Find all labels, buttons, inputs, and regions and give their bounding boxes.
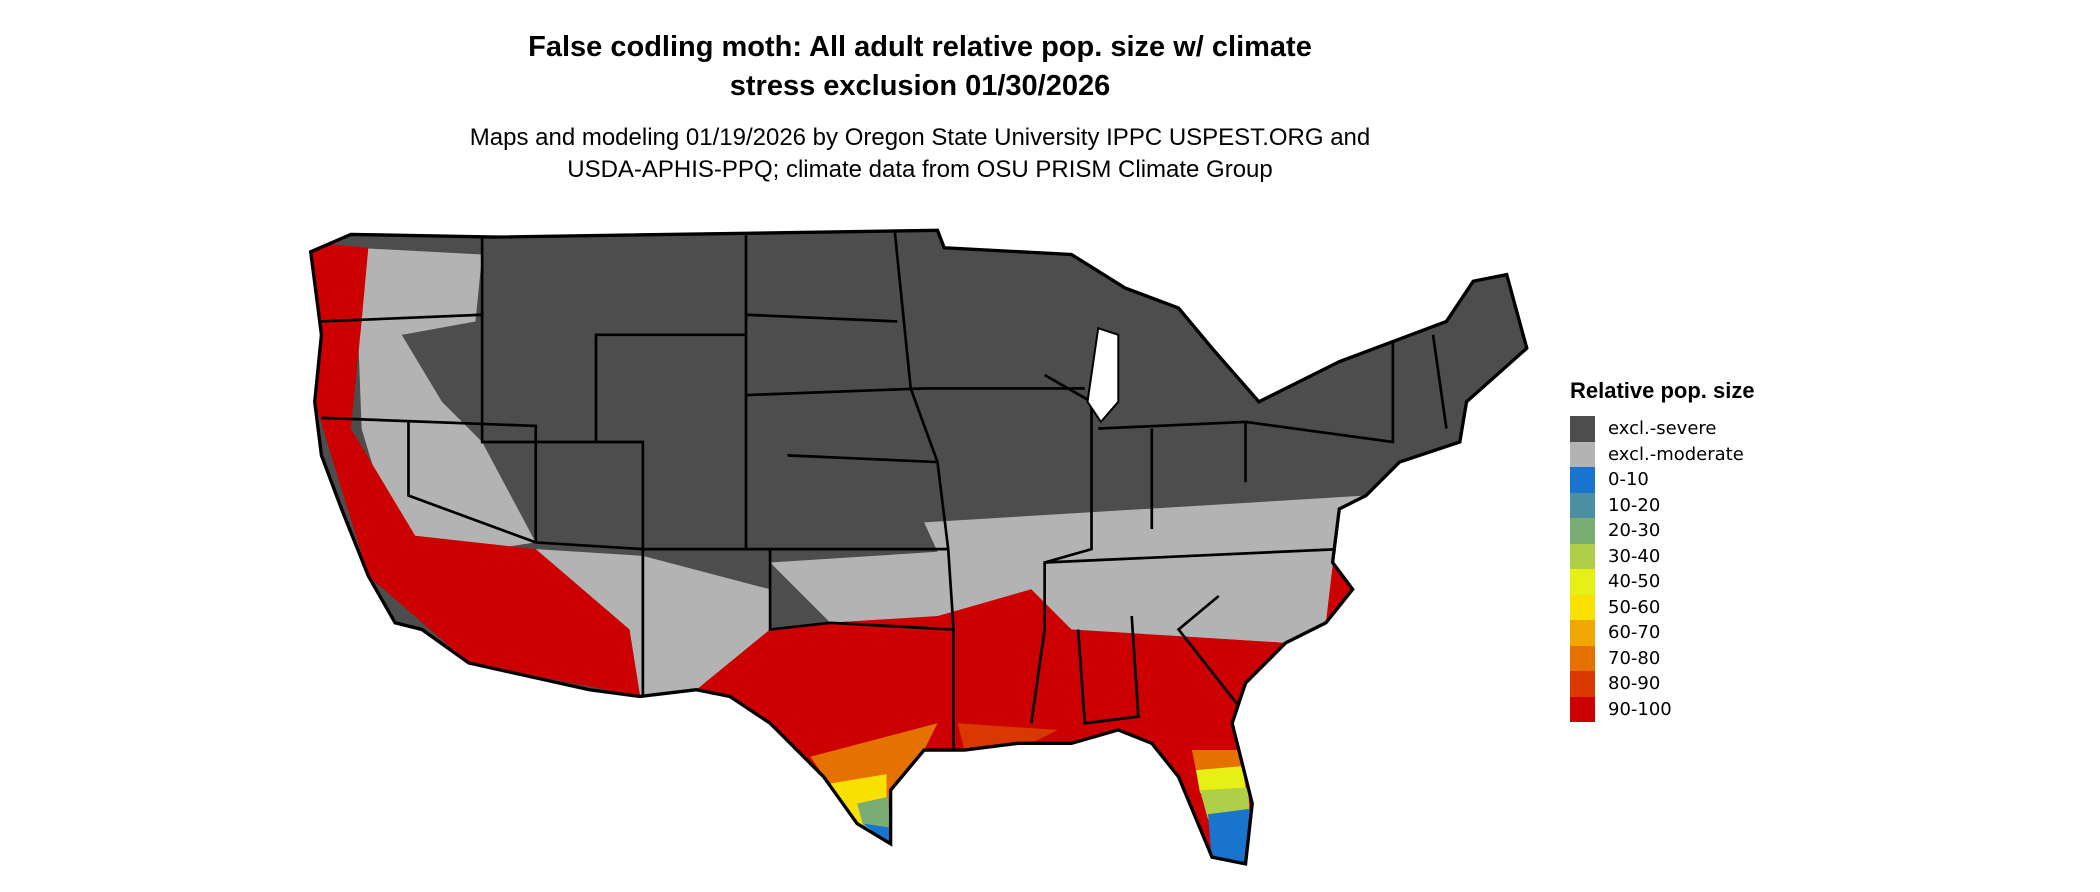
legend-item: 70-80 <box>1570 645 1755 671</box>
legend-label: 50-60 <box>1608 596 1661 618</box>
legend-label: 10-20 <box>1608 494 1661 516</box>
legend-item: 20-30 <box>1570 518 1755 544</box>
legend-item: 0-10 <box>1570 467 1755 493</box>
legend-item: 60-70 <box>1570 620 1755 646</box>
legend-title: Relative pop. size <box>1570 378 1755 403</box>
legend-item: 30-40 <box>1570 543 1755 569</box>
region-80-90 <box>957 723 1059 751</box>
subtitle-line-2: USDA-APHIS-PPQ; climate data from OSU PR… <box>567 156 1273 183</box>
legend-swatch <box>1570 569 1595 595</box>
legend-item: 90-100 <box>1570 696 1755 722</box>
legend-swatch <box>1570 620 1595 646</box>
legend-label: 80-90 <box>1608 673 1661 695</box>
legend-swatch <box>1570 518 1595 544</box>
legend-swatch <box>1570 467 1595 493</box>
lake-michigan <box>1086 326 1120 424</box>
legend-swatch <box>1570 543 1595 569</box>
region-90-100-west <box>310 241 641 697</box>
legend-swatch <box>1570 594 1595 620</box>
legend-item: 50-60 <box>1570 594 1755 620</box>
legend-swatch <box>1570 696 1595 722</box>
legend-label: 0-10 <box>1608 469 1649 491</box>
legend-item: 80-90 <box>1570 671 1755 697</box>
legend-item: excl.-moderate <box>1570 441 1755 467</box>
title-line-1: False codling moth: All adult relative p… <box>528 31 1312 63</box>
region-excl-moderate-south <box>770 495 1367 643</box>
legend-swatch <box>1570 416 1595 442</box>
region-excl-moderate-sw <box>535 549 771 697</box>
legend-swatch <box>1570 441 1595 467</box>
legend-item: 10-20 <box>1570 492 1755 518</box>
map-title: False codling moth: All adult relative p… <box>420 28 1420 106</box>
region-40-50-fl <box>1195 766 1246 793</box>
legend-item: excl.-severe <box>1570 416 1755 442</box>
legend-label: 30-40 <box>1608 545 1661 567</box>
legend-label: 90-100 <box>1608 698 1672 720</box>
legend-swatch <box>1570 492 1595 518</box>
legend-label: 70-80 <box>1608 647 1661 669</box>
legend-item: 40-50 <box>1570 569 1755 595</box>
state-borders <box>321 230 1448 751</box>
legend-swatch <box>1570 671 1595 697</box>
legend-label: 40-50 <box>1608 571 1661 593</box>
legend-label: 60-70 <box>1608 622 1661 644</box>
map-subtitle: Maps and modeling 01/19/2026 by Oregon S… <box>370 122 1470 186</box>
subtitle-line-1: Maps and modeling 01/19/2026 by Oregon S… <box>469 124 1371 151</box>
legend-items: excl.-severe excl.-moderate 0-10 10-20 20-30… <box>1570 416 1755 722</box>
legend-label: excl.-moderate <box>1608 443 1744 465</box>
legend: Relative pop. size excl.-severe excl.-mod… <box>1570 378 1755 722</box>
title-line-2: stress exclusion 01/30/2026 <box>729 70 1111 102</box>
legend-label: 20-30 <box>1608 520 1661 542</box>
region-excl-moderate-basin <box>354 247 536 563</box>
legend-label: excl.-severe <box>1608 418 1717 440</box>
legend-swatch <box>1570 645 1595 671</box>
